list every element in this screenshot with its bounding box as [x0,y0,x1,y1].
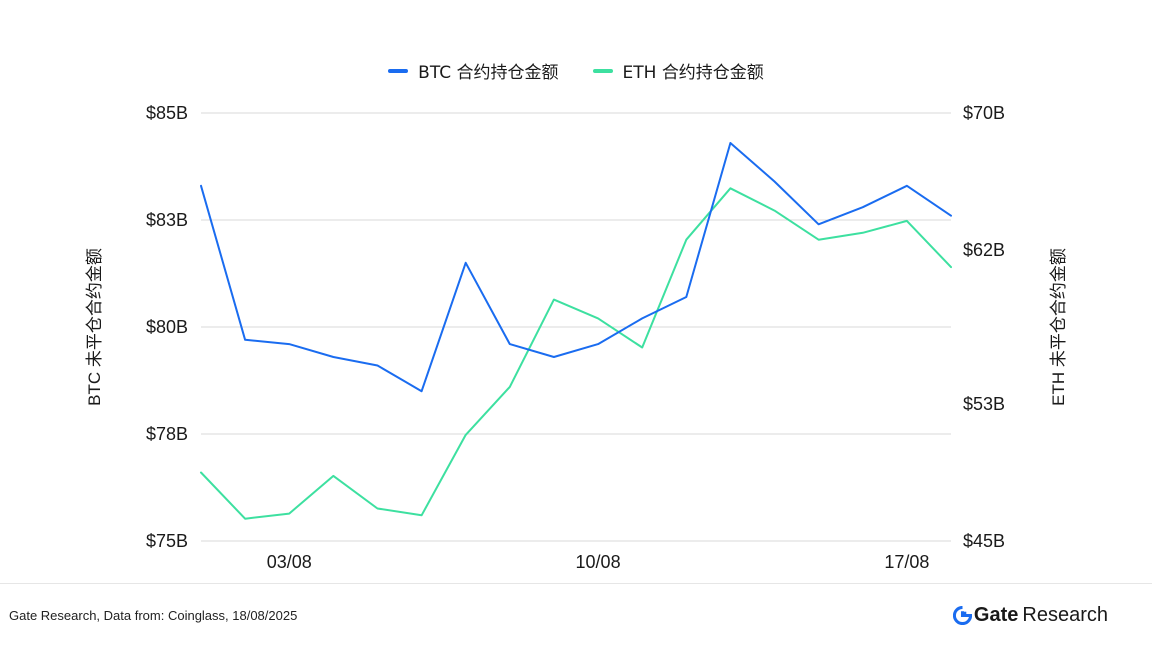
legend-swatch-eth [592,68,613,73]
legend-item-btc[interactable]: BTC 合约持仓金额 [388,58,559,83]
chart-legend: BTC 合约持仓金额 ETH 合约持仓金额 [0,58,1152,83]
x-axis-tick-label: 03/08 [267,552,312,572]
left-axis-title: BTC 未平仓合约金额 [85,248,104,406]
right-axis-tick-label: $45B [963,531,1005,551]
legend-label-btc: BTC 合约持仓金额 [418,63,559,83]
line-chart: $85B $83B $80B $78B $75B $70B $62B $53B $45B 03/0… [85,103,1068,572]
legend-swatch-btc [388,68,409,73]
legend-label-eth: ETH 合约持仓金额 [622,63,764,83]
legend-item-eth[interactable]: ETH 合约持仓金额 [592,58,764,83]
eth-series-line [200,187,952,520]
gate-logo-icon [952,606,972,625]
btc-series-line [200,142,952,393]
left-axis-tick-label: $85B [146,103,188,123]
brand-subtitle: Research [1022,604,1108,626]
left-axis-tick-label: $78B [146,424,188,444]
right-axis-tick-label: $62B [963,240,1005,260]
right-axis-tick-label: $70B [963,103,1005,123]
brand-logo: Gate Research [952,604,1108,627]
right-axis-title: ETH 未平仓合约金额 [1049,248,1068,406]
right-axis-tick-label: $53B [963,394,1005,414]
left-axis-tick-label: $75B [146,531,188,551]
source-note: Gate Research, Data from: Coinglass, 18/… [9,608,298,623]
left-axis-tick-label: $83B [146,210,188,230]
x-axis-tick-label: 17/08 [884,552,929,572]
brand-name: Gate [973,604,1019,626]
footer-divider [0,583,1152,584]
x-axis-tick-label: 10/08 [576,552,621,572]
left-axis-tick-label: $80B [146,317,188,337]
